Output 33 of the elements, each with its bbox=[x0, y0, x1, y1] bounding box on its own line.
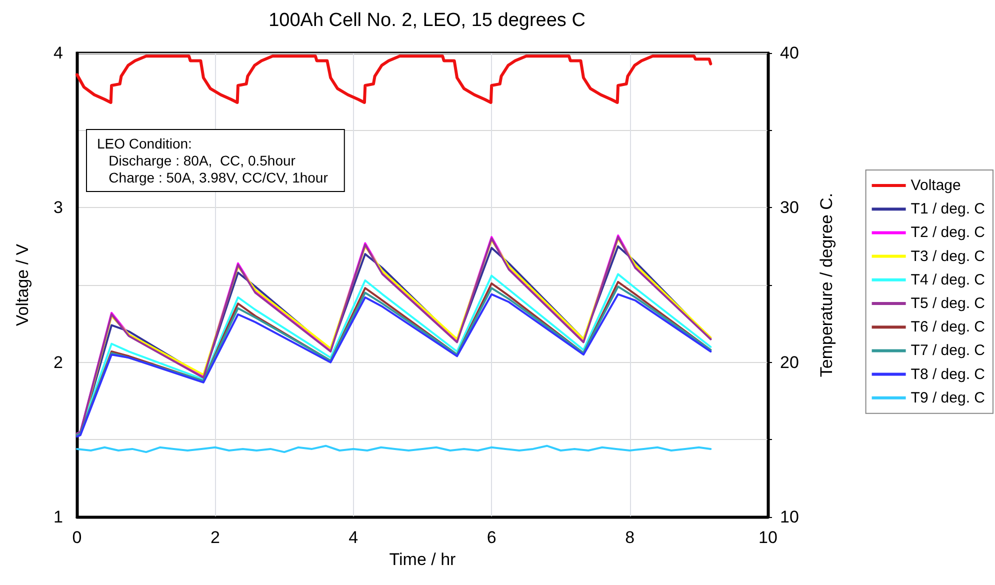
x-tick-label: 4 bbox=[348, 528, 358, 547]
x-tick-label: 2 bbox=[210, 528, 220, 547]
y-tick-label: 4 bbox=[54, 44, 63, 62]
line-series bbox=[76, 444, 712, 454]
annotation: LEO Condition: bbox=[97, 136, 192, 152]
legend-label: T4 / deg. C bbox=[910, 271, 986, 288]
legend-label: Voltage bbox=[910, 177, 961, 194]
legend-label: T3 / deg. C bbox=[910, 248, 986, 265]
chart-title: 100Ah Cell No. 2, LEO, 15 degrees C bbox=[268, 10, 586, 31]
legend-label: T9 / deg. C bbox=[910, 389, 986, 406]
x-tick-label: 10 bbox=[758, 528, 778, 547]
x-tick-label: 6 bbox=[486, 528, 496, 547]
legend-label: T7 / deg. C bbox=[910, 342, 986, 360]
legend-label: T6 / deg. C bbox=[910, 318, 986, 336]
legend-label: T1 / deg. C bbox=[910, 200, 986, 218]
annotation: Discharge : 80A, CC, 0.5hour bbox=[97, 152, 296, 168]
y-tick-label: 3 bbox=[54, 198, 63, 218]
annotation: Charge : 50A, 3.98V, CC/CV, 1hour bbox=[97, 170, 328, 186]
x-tick-label: 0 bbox=[72, 528, 82, 547]
legend-label: T2 / deg. C bbox=[910, 224, 986, 242]
y2-tick-label: 10 bbox=[780, 508, 799, 526]
line-series bbox=[76, 54, 712, 104]
y2-tick-label: 30 bbox=[780, 198, 799, 218]
x-tick-label: 8 bbox=[625, 528, 635, 547]
x-axis-title: Time / hr bbox=[389, 550, 456, 569]
y2-tick-label: 20 bbox=[780, 352, 799, 372]
y2-tick-label: 40 bbox=[780, 44, 799, 62]
y-axis-title: Voltage / V bbox=[13, 243, 32, 326]
y2-axis-title: Temperature / degree C. bbox=[817, 192, 836, 378]
legend-label: T8 / deg. C bbox=[910, 366, 986, 383]
y-tick-label: 1 bbox=[54, 508, 63, 526]
legend-label: T5 / deg. C bbox=[910, 295, 986, 312]
y-tick-label: 2 bbox=[54, 352, 63, 372]
